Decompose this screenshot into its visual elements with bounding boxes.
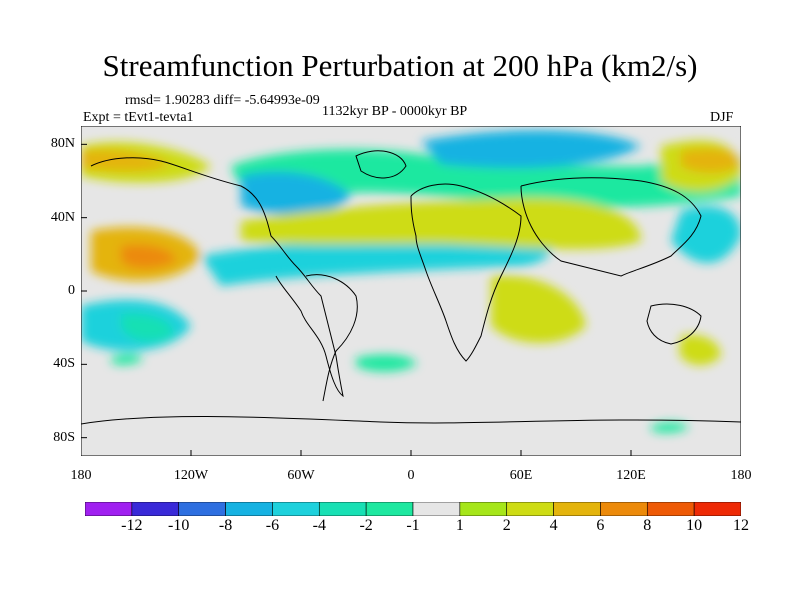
colorbar-label: -12 <box>121 517 143 534</box>
contour-neg-arctic-blue <box>421 130 641 169</box>
contour-pos-north-pacific-core <box>81 149 171 172</box>
y-tick-label: 40S <box>53 356 75 372</box>
colorbar-label: 10 <box>686 517 703 534</box>
colorbar-swatch <box>85 502 133 516</box>
period-label: 1132kyr BP - 0000kyr BP <box>322 104 468 119</box>
y-tick-label: 80N <box>50 136 75 152</box>
contour-pos-australia <box>679 334 721 366</box>
plot-title: Streamfunction Perturbation at 200 hPa (… <box>102 48 698 83</box>
greenland-coast <box>355 150 407 179</box>
x-tick-label: 0 <box>407 468 415 483</box>
contour-neg-antarctic-patch <box>651 422 689 433</box>
colorbar-swatch <box>693 502 741 516</box>
x-tick-label: 180 <box>730 468 752 483</box>
y-tick-label: 80S <box>53 429 75 445</box>
contour-neg-south-pacific-tongue <box>111 354 143 365</box>
contour-pos-east-asia-core <box>681 148 741 173</box>
rmsd-stats: rmsd= 1.90283 diff= -5.64993e-09 <box>125 93 320 108</box>
streamfunction-field <box>81 130 741 433</box>
colorbar-label: -4 <box>312 517 326 534</box>
colorbar-swatch <box>225 502 273 516</box>
contour-neg-n-america <box>241 171 351 216</box>
contour-pos-mid-latitude <box>241 197 641 250</box>
contour-neg-west-pacific <box>671 206 741 263</box>
x-tick-label: 120W <box>173 468 209 483</box>
experiment-label: Expt = tEvt1-tevta1 <box>83 110 194 125</box>
colorbar-label: -10 <box>168 517 190 534</box>
x-tick-label: 60E <box>509 468 533 483</box>
asia-coast <box>520 177 702 277</box>
y-tick-label: 0 <box>68 283 75 298</box>
australia-coast <box>646 303 702 345</box>
colorbar-label: -6 <box>265 517 280 534</box>
season-label: DJF <box>710 110 734 125</box>
map-panel <box>81 126 741 456</box>
contour-pos-indian-ocean <box>491 275 586 343</box>
coastlines <box>81 150 741 425</box>
colorbar-swatch <box>131 502 180 516</box>
colorbar-label: 6 <box>596 517 605 534</box>
colorbar-swatch <box>272 502 320 516</box>
colorbar-swatch <box>318 502 367 516</box>
colorbar-label: -1 <box>406 517 420 534</box>
x-tick-label: 120E <box>616 468 646 483</box>
colorbar-swatch <box>412 502 461 516</box>
y-tick-label: 40N <box>50 209 75 225</box>
contour-neg-tropical-atlantic <box>201 231 551 286</box>
colorbar-swatch <box>178 502 226 516</box>
colorbar-label: 12 <box>733 517 749 534</box>
colorbar-label: -8 <box>218 517 233 534</box>
north-america-coast <box>90 157 344 398</box>
colorbar-swatch <box>553 502 601 516</box>
colorbar-label: 1 <box>455 517 464 534</box>
antarctica-coast <box>81 415 741 425</box>
colorbar <box>85 502 741 516</box>
colorbar-label: 4 <box>549 517 558 534</box>
colorbar-swatch <box>365 502 414 516</box>
colorbar-label: 2 <box>502 517 511 534</box>
x-tick-label: 180 <box>70 468 92 483</box>
contour-neg-s-atlantic <box>356 354 417 372</box>
colorbar-swatch <box>600 502 648 516</box>
x-tick-label: 60W <box>287 468 315 483</box>
colorbar-swatch <box>646 502 695 516</box>
contour-neg-south-pacific-core <box>121 313 174 342</box>
colorbar-swatch <box>506 502 554 516</box>
colorbar-label: 8 <box>643 517 652 534</box>
colorbar-swatch <box>459 502 508 516</box>
contour-pos-subtropical-core <box>121 244 176 269</box>
axis-ticks <box>81 143 741 456</box>
south-america-coast <box>305 274 358 402</box>
colorbar-label: -2 <box>359 517 373 534</box>
europe-africa-coast <box>410 183 522 362</box>
